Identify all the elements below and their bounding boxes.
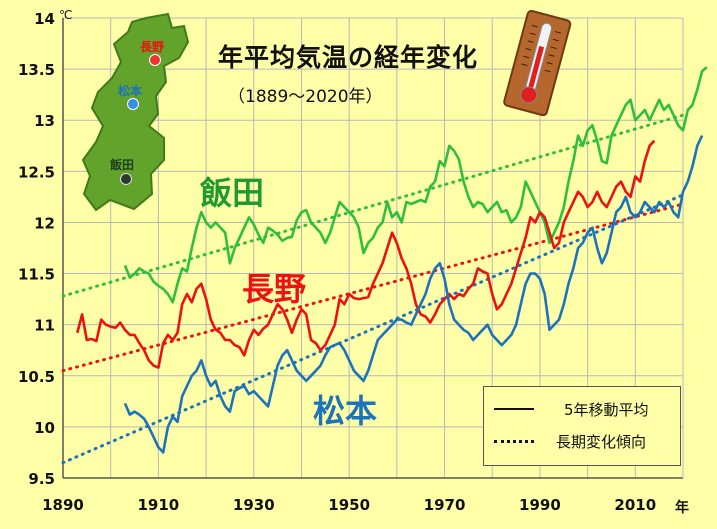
trend-line-飯田 [61, 113, 685, 298]
map-marker-nagano [149, 54, 161, 66]
legend-item-trend: 長期変化傾向 [494, 431, 646, 451]
series-label-matsumoto: 松本 [313, 392, 378, 430]
map-city-matsumoto: 松本 [118, 84, 143, 98]
x-tick-label: 1930 [233, 496, 275, 514]
x-tick-label: 1990 [519, 496, 561, 514]
legend-label-trend: 長期変化傾向 [556, 432, 647, 451]
map-city-nagano: 長野 [140, 40, 165, 54]
x-tick-label: 1890 [42, 496, 84, 514]
x-tick-label: 1950 [328, 496, 370, 514]
y-tick-label: 11 [34, 317, 55, 335]
series-lines [76, 66, 708, 454]
y-tick-label: 13.5 [18, 61, 55, 79]
series-line-松本 [123, 135, 704, 454]
map-marker-iida [120, 173, 132, 185]
legend-label-moving-average: 5年移動平均 [564, 400, 649, 419]
axes [62, 18, 684, 479]
y-tick-label: 10 [34, 419, 55, 437]
series-line-飯田 [123, 66, 708, 304]
chart-title: 年平均気温の経年変化 [218, 43, 479, 72]
y-tick-label: 10.5 [18, 368, 55, 386]
series-line-長野 [76, 139, 656, 369]
map-shape [81, 12, 190, 212]
map-city-iida: 飯田 [110, 158, 135, 172]
legend-solid-line [494, 408, 534, 410]
thermometer-icon [490, 9, 585, 122]
y-tick-label: 14 [34, 10, 55, 28]
nagano-map: 長野 松本 飯田 [76, 10, 201, 219]
thermometer-graphic [503, 9, 572, 117]
tick-labels: 9.5 10 10.5 11 11.5 12 12.5 13 13.5 14 ℃ 1890 1910 19… [18, 8, 689, 516]
x-tick-label: 1910 [138, 496, 180, 514]
y-unit-label: ℃ [59, 8, 72, 22]
y-tick-label: 13 [34, 112, 55, 130]
map-marker-matsumoto [127, 98, 139, 110]
legend: 5年移動平均 長期変化傾向 [483, 386, 681, 466]
y-tick-label: 12.5 [18, 163, 55, 181]
series-label-nagano: 長野 [242, 270, 307, 308]
trend-line-松本 [61, 193, 685, 465]
series-label-iida: 飯田 [200, 174, 265, 212]
legend-item-moving-average: 5年移動平均 [494, 399, 649, 419]
x-unit-label: 年 [675, 499, 689, 516]
x-tick-label: 2010 [614, 496, 656, 514]
legend-dotted-line [494, 439, 534, 443]
x-tick-label: 1970 [424, 496, 466, 514]
y-tick-label: 12 [34, 214, 55, 232]
y-tick-label: 9.5 [28, 470, 55, 488]
chart-subtitle: （1889〜2020年） [228, 87, 383, 107]
y-tick-label: 11.5 [18, 266, 55, 284]
